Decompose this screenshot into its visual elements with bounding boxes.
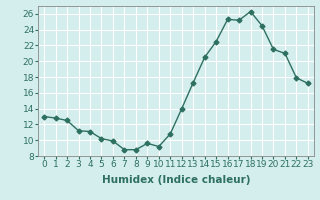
- X-axis label: Humidex (Indice chaleur): Humidex (Indice chaleur): [102, 175, 250, 185]
